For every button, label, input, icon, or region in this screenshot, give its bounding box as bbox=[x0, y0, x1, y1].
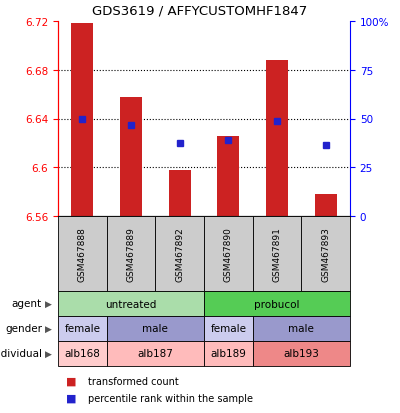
Text: ■: ■ bbox=[66, 376, 76, 386]
Text: GDS3619 / AFFYCUSTOMHF1847: GDS3619 / AFFYCUSTOMHF1847 bbox=[92, 5, 308, 17]
Text: GSM467892: GSM467892 bbox=[175, 227, 184, 281]
Text: ■: ■ bbox=[66, 393, 76, 403]
Bar bbox=[169, 170, 191, 216]
Text: alb187: alb187 bbox=[137, 349, 173, 358]
Bar bbox=[58, 216, 107, 291]
Bar bbox=[58, 316, 107, 341]
Text: female: female bbox=[64, 324, 100, 334]
Bar bbox=[253, 341, 350, 366]
Text: ▶: ▶ bbox=[44, 349, 52, 358]
Text: transformed count: transformed count bbox=[88, 376, 179, 386]
Bar bbox=[71, 24, 93, 216]
Text: GSM467888: GSM467888 bbox=[78, 226, 87, 281]
Bar bbox=[107, 216, 155, 291]
Text: GSM467890: GSM467890 bbox=[224, 226, 233, 281]
Bar bbox=[204, 216, 253, 291]
Bar bbox=[107, 341, 204, 366]
Text: alb193: alb193 bbox=[283, 349, 319, 358]
Text: probucol: probucol bbox=[254, 299, 300, 309]
Text: GSM467889: GSM467889 bbox=[126, 226, 136, 281]
Text: alb168: alb168 bbox=[64, 349, 100, 358]
Text: male: male bbox=[142, 324, 168, 334]
Bar bbox=[217, 136, 239, 216]
Text: alb189: alb189 bbox=[210, 349, 246, 358]
Bar bbox=[204, 291, 350, 316]
Bar bbox=[315, 195, 337, 216]
Bar bbox=[253, 216, 301, 291]
Bar bbox=[253, 316, 350, 341]
Text: ▶: ▶ bbox=[44, 299, 52, 308]
Bar bbox=[58, 291, 204, 316]
Text: gender: gender bbox=[5, 324, 42, 334]
Bar bbox=[155, 216, 204, 291]
Text: GSM467891: GSM467891 bbox=[272, 226, 282, 281]
Bar bbox=[58, 341, 107, 366]
Bar bbox=[204, 341, 253, 366]
Bar bbox=[204, 316, 253, 341]
Text: male: male bbox=[288, 324, 314, 334]
Bar bbox=[120, 97, 142, 216]
Text: GSM467893: GSM467893 bbox=[321, 226, 330, 281]
Text: percentile rank within the sample: percentile rank within the sample bbox=[88, 393, 253, 403]
Text: agent: agent bbox=[12, 299, 42, 309]
Text: ▶: ▶ bbox=[44, 324, 52, 333]
Bar bbox=[266, 61, 288, 216]
Bar bbox=[107, 316, 204, 341]
Text: female: female bbox=[210, 324, 246, 334]
Text: individual: individual bbox=[0, 349, 42, 358]
Bar bbox=[301, 216, 350, 291]
Text: untreated: untreated bbox=[105, 299, 157, 309]
